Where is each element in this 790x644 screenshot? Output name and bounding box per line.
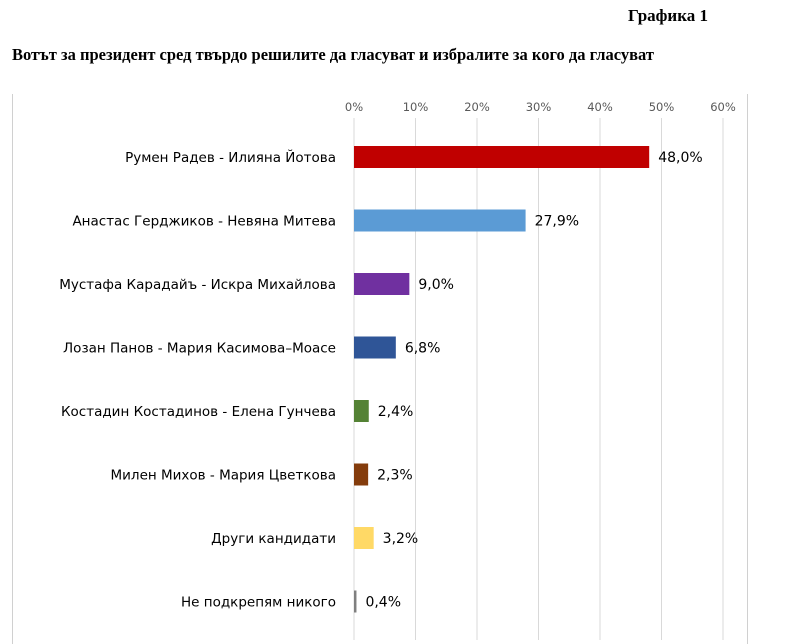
data-label: 27,9% (535, 214, 579, 230)
data-label: 0,4% (365, 595, 401, 611)
tick-label: 30% (526, 100, 552, 114)
chart-frame (12, 94, 748, 644)
bar (354, 146, 650, 168)
category-label: Лозан Панов - Мария Касимова–Моасе (63, 341, 336, 357)
data-label: 9,0% (418, 277, 454, 293)
data-label: 6,8% (405, 341, 441, 357)
bar (354, 463, 369, 486)
tick-label: 40% (587, 100, 613, 114)
category-label: Не подкрепям никого (181, 595, 336, 611)
tick-label: 50% (649, 100, 675, 114)
data-label: 48,0% (658, 150, 702, 166)
data-labels: 48,0% 27,9% 9,0% 6,8% 2,4% 2,3% 3,2% 0,4% (365, 150, 702, 611)
bar (354, 209, 526, 232)
category-label: Мустафа Карадайъ - Искра Михайлова (59, 277, 336, 293)
tick-label: 10% (403, 100, 429, 114)
chart-title: Вотът за президент сред твърдо решилите … (12, 45, 654, 64)
category-label: Костадин Костадинов - Елена Гунчева (61, 404, 336, 420)
bar (354, 273, 410, 295)
gridlines (353, 118, 724, 640)
category-label: Други кандидати (211, 531, 336, 547)
tick-label: 20% (464, 100, 490, 114)
data-label: 2,4% (378, 404, 414, 420)
bar (354, 590, 357, 613)
axis-ticks: 0% 10% 20% 30% 40% 50% 60% (345, 100, 736, 114)
data-label: 2,3% (377, 468, 413, 484)
category-label: Румен Радев - Илияна Йотова (125, 148, 336, 166)
bar (354, 336, 396, 359)
graph-number-label: Графика 1 (627, 6, 708, 25)
category-labels: Румен Радев - Илияна Йотова Анастас Гердж… (59, 148, 336, 611)
bar (354, 400, 369, 422)
bars (354, 146, 650, 613)
tick-label: 60% (710, 100, 736, 114)
tick-label: 0% (345, 100, 363, 114)
category-label: Анастас Герджиков - Невяна Митева (72, 214, 336, 230)
category-label: Милен Михов - Мария Цветкова (111, 468, 336, 484)
data-label: 3,2% (383, 531, 419, 547)
bar (354, 527, 374, 549)
